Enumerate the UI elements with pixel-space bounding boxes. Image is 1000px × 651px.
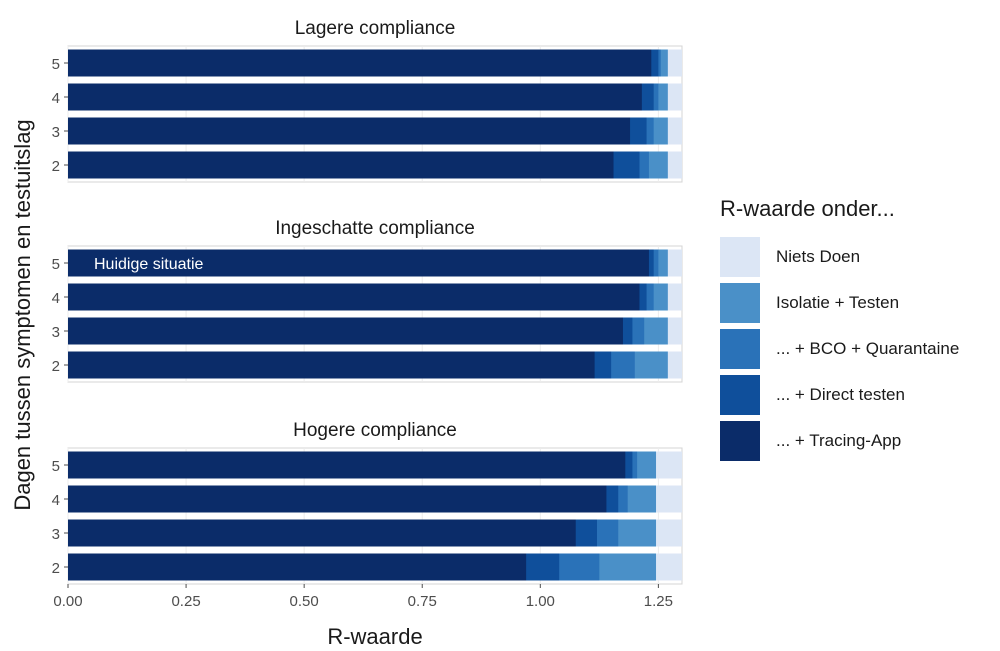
legend-swatch [720,283,760,323]
y-tick-label: 5 [52,256,60,273]
y-tick-label: 2 [52,358,60,375]
panel-title: Lagere compliance [295,18,456,39]
bar [68,283,640,311]
legend-item-direct-testen: ... + Direct testen [720,372,959,418]
facet-panel: Hogere compliance 5 4 3 2 [52,420,683,585]
legend-swatch [720,329,760,369]
legend-label: Niets Doen [776,247,861,266]
y-tick-label: 2 [52,158,60,175]
legend-swatch [720,421,760,461]
legend-item-niets-doen: Niets Doen [720,234,959,280]
y-tick-label: 2 [52,560,60,577]
bar [68,151,614,179]
bar [68,117,631,145]
annotation-huidige-situatie: Huidige situatie [94,256,204,273]
bar [68,485,607,513]
bar [68,451,626,479]
y-tick-label: 4 [52,90,60,107]
bar [68,83,642,111]
legend-item-tracing-app: ... + Tracing-App [720,418,959,464]
facet-panel: Ingeschatte compliance 5 4 3 2 Huidige situat… [52,218,683,383]
legend-label: ... + Tracing-App [776,431,902,450]
x-axis-title: R-waarde [327,624,422,649]
legend-swatch [720,237,760,277]
legend-item-isolatie-testen: Isolatie + Testen [720,280,959,326]
facet-panel: Lagere compliance 5 4 3 2 [52,18,683,183]
bar [68,519,576,547]
y-tick-label: 3 [52,124,60,141]
legend-swatch [720,375,760,415]
y-tick-label: 4 [52,492,60,509]
legend-item-bco-quarantaine: ... + BCO + Quarantaine [720,326,959,372]
y-tick-label: 3 [52,526,60,543]
x-tick-label: 1.00 [526,593,555,610]
panel-title: Hogere compliance [293,420,457,441]
bar [68,553,527,581]
y-axis-title: Dagen tussen symptomen en testuitslag [10,119,35,510]
y-tick-label: 5 [52,56,60,73]
x-tick-label: 0.00 [53,593,82,610]
legend-label: ... + Direct testen [776,385,905,404]
legend: R-waarde onder... Niets Doen Isolatie + … [720,196,959,464]
legend-title: R-waarde onder... [720,196,895,221]
x-tick-label: 0.25 [171,593,200,610]
panel-title: Ingeschatte compliance [275,218,475,239]
bar [68,317,623,345]
bar [68,49,652,77]
y-tick-label: 4 [52,290,60,307]
x-tick-label: 1.25 [644,593,673,610]
legend-label: Isolatie + Testen [776,293,900,312]
legend-label: ... + BCO + Quarantaine [776,339,960,358]
y-tick-label: 5 [52,458,60,475]
y-tick-label: 3 [52,324,60,341]
bar [68,351,595,379]
x-tick-label: 0.75 [408,593,437,610]
bar [68,249,649,277]
x-tick-label: 0.50 [290,593,319,610]
